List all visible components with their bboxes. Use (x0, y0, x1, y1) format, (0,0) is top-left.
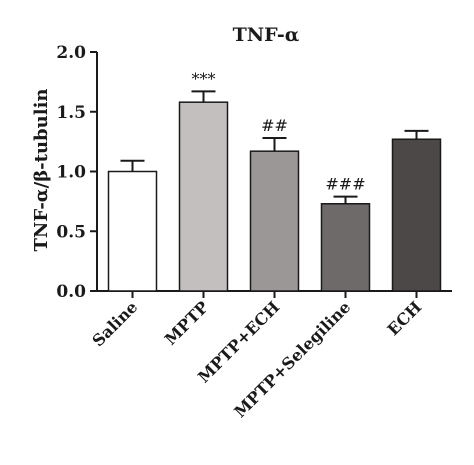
y-tick-label: 0.0 (56, 282, 86, 302)
bar-mptp (178, 101, 229, 292)
x-category-label: MPTP+Selegiline (230, 297, 354, 421)
significance-label: ## (261, 116, 288, 135)
y-tick-label: 1.5 (56, 103, 86, 123)
bar-saline (107, 170, 158, 292)
x-category-label: ECH (384, 297, 426, 339)
significance-label: *** (192, 69, 216, 88)
bar-ech (391, 138, 442, 292)
chart-title: TNF-α (233, 24, 300, 46)
y-tick-label: 1.0 (56, 163, 86, 183)
bar-mptp-ech (249, 150, 300, 292)
y-axis-label: TNF-α/β-tubulin (31, 89, 52, 252)
y-tick-label: 0.5 (56, 222, 86, 242)
x-category-label: Saline (88, 297, 141, 350)
bar-mptp-selegiline (320, 203, 371, 292)
x-category-label: MPTP (161, 297, 212, 348)
y-tick-label: 2.0 (56, 43, 86, 63)
significance-label: ### (325, 175, 365, 194)
plot-area: 0.00.51.01.52.0Saline***MPTP##MPTP+ECH##… (56, 43, 452, 421)
